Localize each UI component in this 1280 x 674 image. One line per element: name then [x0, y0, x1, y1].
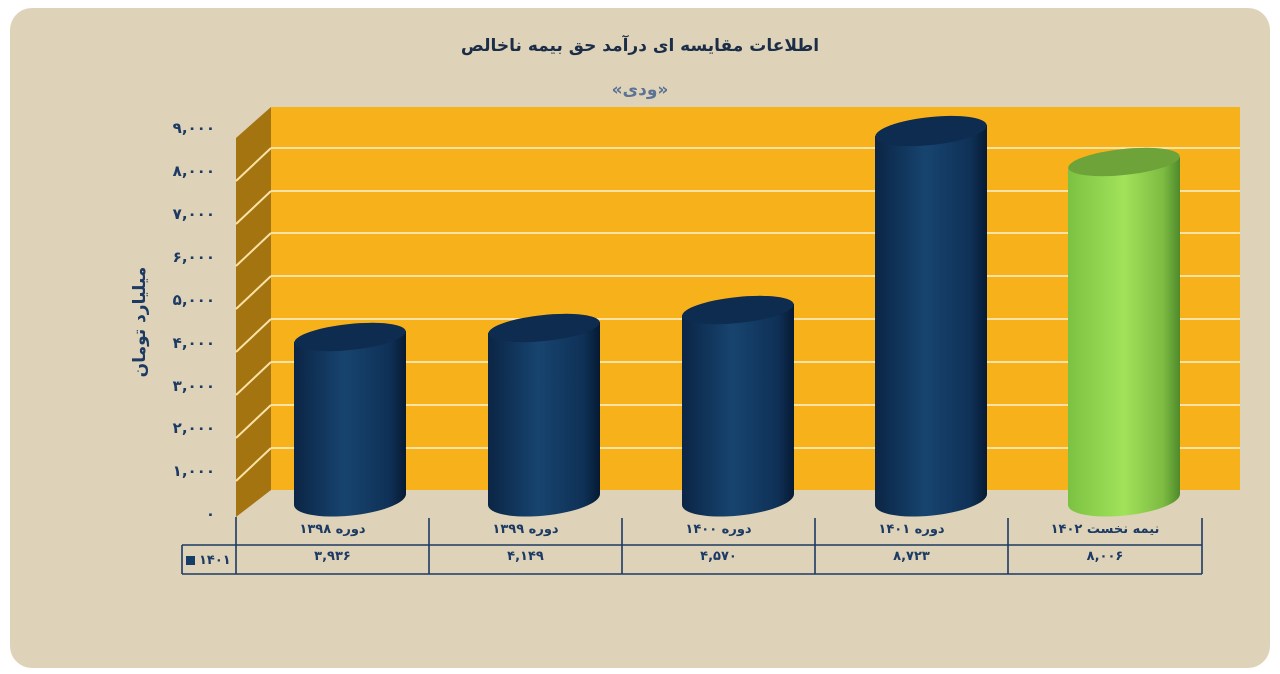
bar-1402-h1	[1068, 147, 1181, 517]
y-tick: ۱,۰۰۰	[172, 462, 215, 480]
bar-1400	[682, 295, 795, 517]
legend-label: ۱۴۰۱	[199, 552, 231, 568]
category-label: دوره ۱۳۹۸	[299, 522, 366, 537]
category-label: نیمه نخست ۱۴۰۲	[1050, 522, 1160, 537]
y-tick: ۸,۰۰۰	[172, 162, 215, 180]
bar-1401	[875, 115, 988, 517]
y-tick: ۰	[205, 505, 215, 523]
y-tick: ۳,۰۰۰	[172, 377, 215, 395]
y-tick: ۴,۰۰۰	[172, 334, 215, 352]
category-label: دوره ۱۴۰۱	[878, 522, 945, 537]
y-tick: ۵,۰۰۰	[172, 291, 215, 309]
side-wall	[236, 107, 271, 517]
y-tick: ۶,۰۰۰	[172, 248, 215, 266]
value-cell: ۸,۷۲۳	[893, 549, 930, 564]
category-label: دوره ۱۴۰۰	[685, 522, 752, 537]
y-tick: ۹,۰۰۰	[172, 119, 215, 137]
value-cell: ۴,۵۷۰	[700, 549, 737, 564]
value-cell: ۳,۹۳۶	[314, 549, 351, 564]
y-tick: ۷,۰۰۰	[172, 205, 215, 223]
y-tick: ۲,۰۰۰	[172, 419, 215, 437]
chart-title: اطلاعات مقایسه ای درآمد حق بیمه ناخالص	[460, 36, 820, 56]
value-cell: ۸,۰۰۶	[1086, 549, 1124, 564]
legend-swatch-icon	[186, 555, 195, 565]
legend-item: ۱۴۰۱	[186, 549, 236, 571]
bar-1399	[488, 313, 601, 517]
category-label: دوره ۱۳۹۹	[492, 522, 559, 537]
bar-1398	[294, 322, 407, 517]
chart-subtitle: «ودی»	[611, 80, 669, 100]
data-table-grid	[181, 517, 1203, 575]
value-cell: ۴,۱۴۹	[507, 549, 544, 564]
